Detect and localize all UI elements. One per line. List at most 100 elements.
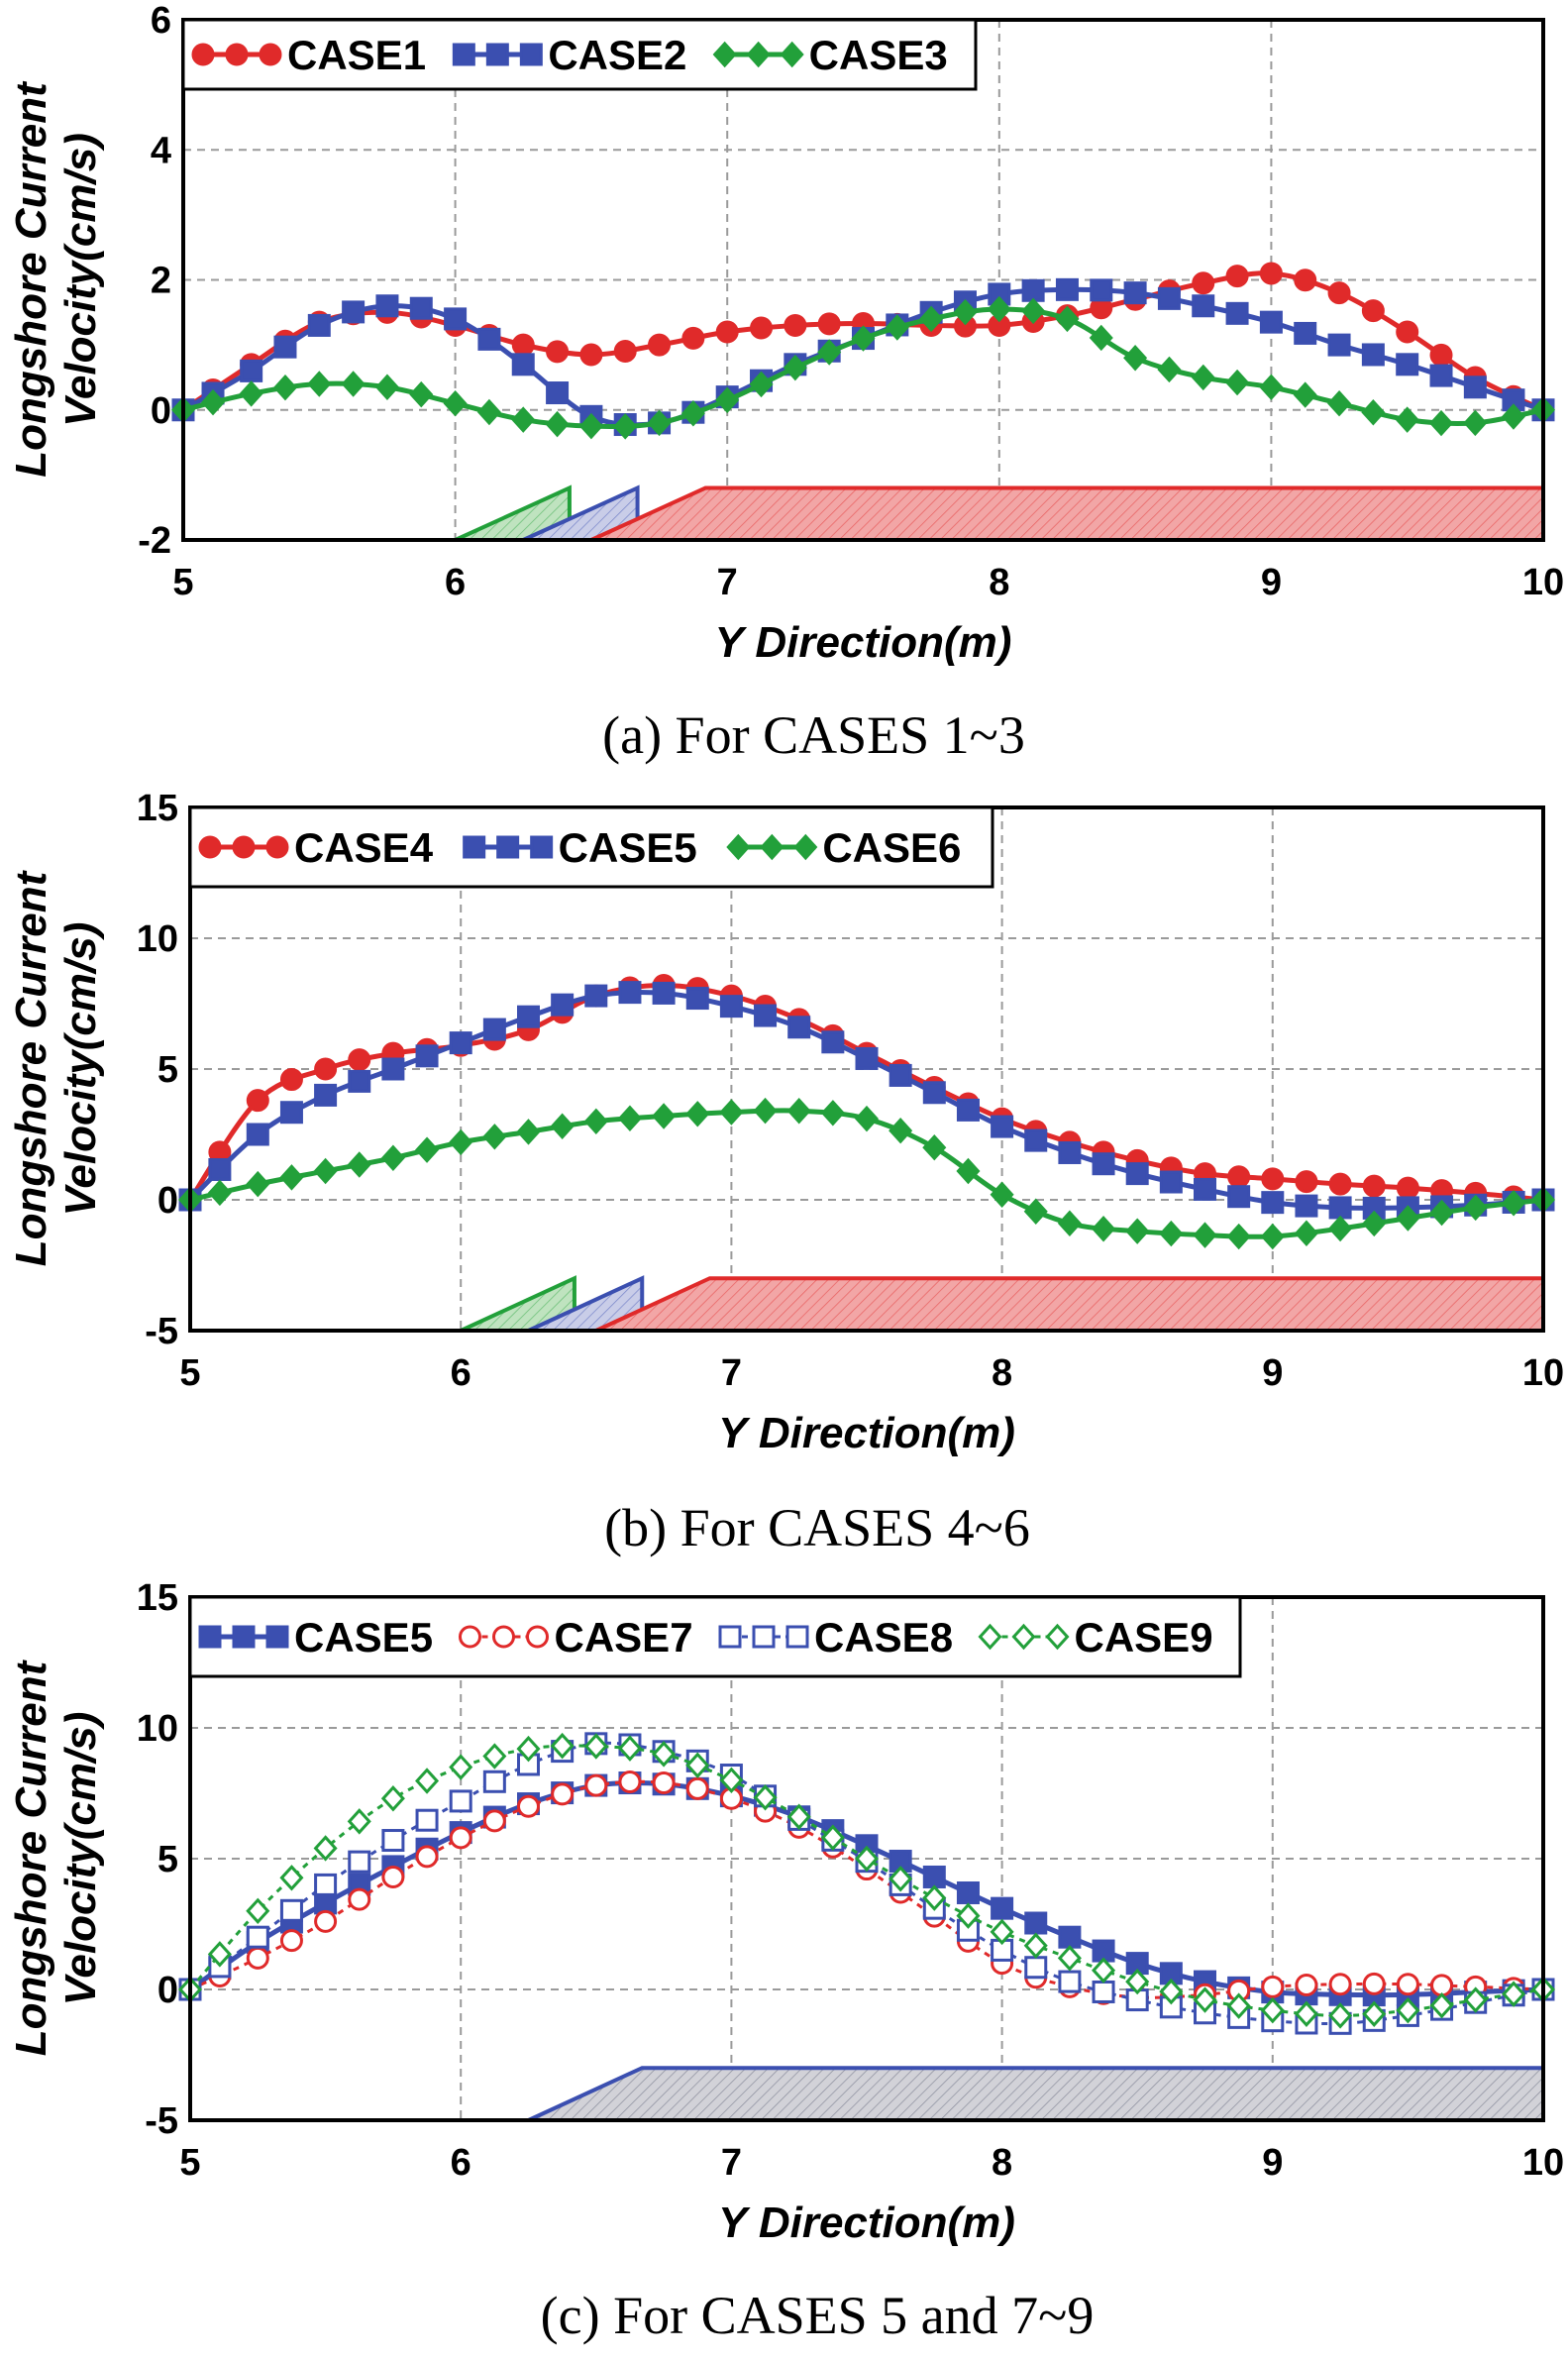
data-point-case9 — [1226, 1992, 1251, 2019]
data-point-case4 — [246, 1089, 269, 1113]
data-point-case9 — [956, 1902, 981, 1929]
data-point-case5 — [991, 1896, 1014, 1920]
data-point-case5 — [517, 1005, 540, 1028]
legend-label-case2: CASE2 — [548, 32, 686, 78]
series-case7 — [178, 1770, 1555, 2009]
data-point-case9 — [347, 1808, 371, 1835]
data-point-case7 — [415, 1845, 439, 1869]
data-point-case5 — [449, 1031, 472, 1055]
y-axis-title-line1: Longshore Current — [7, 80, 55, 478]
data-point-case6 — [1294, 1220, 1318, 1246]
data-point-case2 — [1361, 343, 1385, 367]
legend-label-case7: CASE7 — [555, 1614, 693, 1661]
data-point-case9 — [685, 1752, 710, 1779]
data-point-case5 — [1261, 1191, 1285, 1215]
legend-marker — [463, 835, 486, 859]
data-point-case6 — [1125, 1218, 1150, 1244]
legend-marker — [265, 835, 289, 859]
x-tick-label: 6 — [451, 1352, 471, 1394]
legend-marker — [526, 1625, 549, 1649]
data-point-case9 — [1294, 2000, 1318, 2027]
x-tick-label: 8 — [992, 1352, 1012, 1394]
legend-label-case6: CASE6 — [822, 824, 961, 871]
legend-marker — [746, 41, 771, 68]
legend-marker — [485, 43, 509, 66]
data-point-case6 — [1328, 1215, 1353, 1242]
data-point-case6 — [1362, 1210, 1387, 1237]
data-point-case3 — [307, 371, 332, 397]
chart-panel-2: 5 6 7 8 9 10 -5 0 5 10 15 Y Direction(m) Longshore C… — [7, 788, 1564, 1557]
data-point-case9 — [1023, 1932, 1048, 1960]
data-point-case6 — [990, 1181, 1014, 1208]
data-point-case9 — [1125, 1968, 1150, 1995]
legend-marker — [752, 1625, 776, 1649]
data-point-case2 — [1294, 321, 1317, 345]
data-point-case2 — [1225, 301, 1249, 325]
data-point-case9 — [854, 1845, 880, 1873]
x-tick-label: 5 — [179, 1352, 200, 1394]
data-point-case2 — [307, 313, 331, 337]
data-point-case3 — [578, 412, 603, 440]
data-point-case1 — [1192, 271, 1215, 295]
legend: CASE1 CASE2 CASE3 — [181, 18, 978, 91]
data-point-case6 — [347, 1151, 371, 1178]
x-tick-label: 7 — [717, 562, 738, 603]
y-axis-title-line1: Longshore Current — [7, 1659, 55, 2056]
data-point-case7 — [517, 1794, 540, 1818]
data-point-case6 — [1023, 1198, 1048, 1225]
data-point-case5 — [1194, 1177, 1216, 1201]
data-point-case6 — [482, 1124, 507, 1150]
x-axis-title: Y Direction(m) — [718, 2199, 1015, 2247]
data-point-case5 — [1295, 1194, 1318, 1218]
data-point-case6 — [854, 1105, 880, 1132]
legend-marker — [1045, 1623, 1070, 1651]
data-point-case3 — [1157, 356, 1182, 383]
data-point-case5 — [314, 1083, 338, 1107]
x-tick-label: 6 — [451, 2142, 471, 2184]
data-point-case6 — [1502, 1190, 1526, 1217]
data-point-case7 — [584, 1773, 608, 1797]
data-point-case2 — [477, 327, 501, 351]
data-point-case8 — [1092, 1980, 1115, 2003]
x-tick-label: 5 — [172, 562, 193, 603]
series-case3 — [170, 295, 1556, 440]
data-point-case5 — [415, 1044, 439, 1068]
data-point-case2 — [444, 307, 468, 331]
data-point-case3 — [851, 325, 876, 352]
data-point-case3 — [1191, 364, 1215, 391]
series-case5 — [178, 1771, 1555, 2007]
data-point-case2 — [1090, 278, 1113, 302]
data-point-case2 — [273, 335, 297, 359]
data-point-case6 — [652, 1103, 677, 1129]
y-tick-label: 2 — [151, 261, 171, 302]
data-point-case6 — [1193, 1222, 1217, 1248]
y-tick-label: -5 — [145, 2100, 178, 2142]
legend-marker — [785, 1625, 809, 1649]
data-point-case3 — [239, 380, 263, 407]
data-point-case5 — [348, 1069, 371, 1093]
chart-panel-3: 5 6 7 8 9 10 -5 0 5 10 15 Y Direction(m) Longshore C… — [7, 1577, 1564, 2345]
data-point-case9 — [922, 1884, 947, 1911]
data-point-case8 — [381, 1829, 405, 1853]
data-point-case7 — [381, 1865, 405, 1888]
legend-marker — [225, 43, 249, 66]
data-point-case2 — [1123, 281, 1147, 305]
data-point-case7 — [685, 1776, 709, 1800]
data-point-case7 — [246, 1946, 269, 1970]
data-point-case5 — [618, 981, 642, 1005]
data-point-case7 — [482, 1809, 506, 1833]
data-point-case9 — [550, 1732, 575, 1760]
legend-marker — [760, 833, 784, 861]
data-point-case6 — [415, 1136, 440, 1163]
data-point-case5 — [381, 1057, 405, 1081]
data-point-case6 — [1260, 1223, 1285, 1250]
data-point-case6 — [617, 1105, 642, 1131]
series-case4 — [178, 974, 1555, 1212]
data-point-case6 — [449, 1128, 473, 1156]
x-tick-label: 5 — [179, 2142, 200, 2184]
legend-marker — [718, 1625, 742, 1649]
data-point-case9 — [415, 1768, 440, 1794]
data-point-case5 — [551, 993, 575, 1017]
data-point-case9 — [652, 1741, 677, 1768]
